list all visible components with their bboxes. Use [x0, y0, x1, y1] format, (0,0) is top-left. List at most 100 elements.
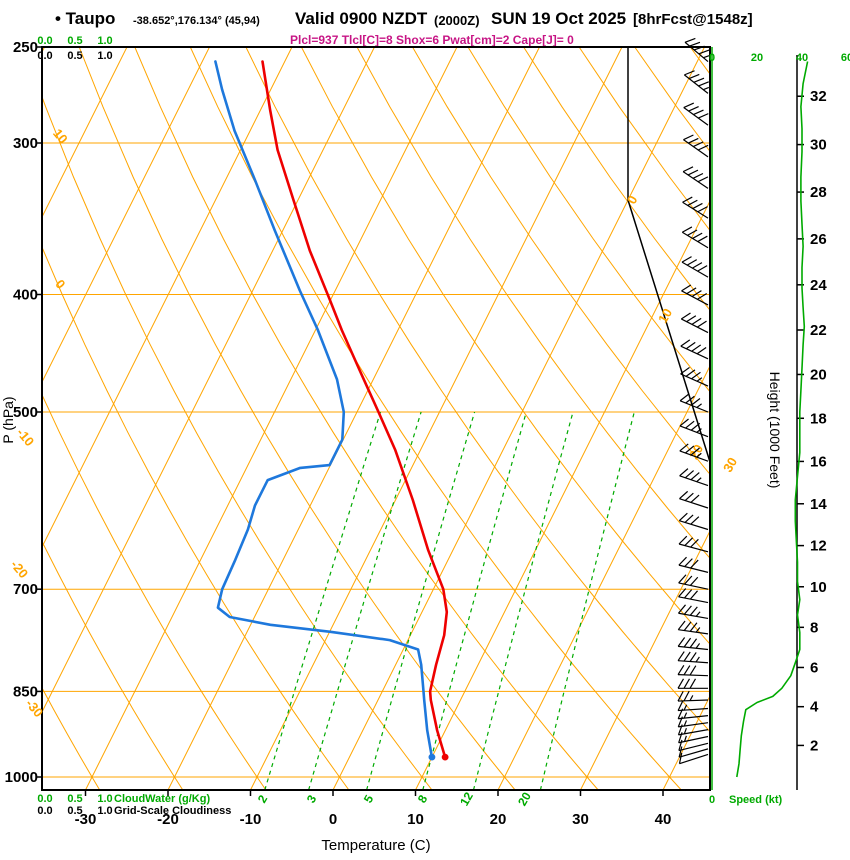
- pressure-tick-label: 250: [13, 39, 38, 56]
- mixing-ratio-label: 8: [415, 792, 431, 805]
- wind-barb: [678, 574, 709, 590]
- height-tick-label: 4: [810, 699, 819, 716]
- pressure-tick-label: 300: [13, 135, 38, 152]
- wind-barb: [677, 620, 709, 635]
- cloudwater-scale-bottom: 1.0: [97, 793, 112, 805]
- skewt-grid: [42, 47, 710, 790]
- pressure-tick-label: 500: [13, 404, 38, 421]
- height-tick-label: 8: [810, 619, 818, 636]
- wind-barb: [677, 604, 709, 620]
- dewpoint-curve: [214, 60, 434, 759]
- mixing-ratio-label: 20: [515, 789, 534, 808]
- cloudiness-scale-top: 1.0: [97, 50, 112, 62]
- cloudwater-scale-bottom: 0.5: [67, 793, 82, 805]
- temperature-tick-label: 10: [407, 811, 424, 828]
- pressure-axis: 250 300 400 500 700 850 1000 P (hPa): [0, 39, 42, 786]
- temperature-tick-label: -30: [75, 811, 97, 828]
- height-tick-label: 6: [810, 659, 818, 676]
- dry-adiabat-line: [467, 47, 710, 393]
- wind-barb: [679, 490, 709, 509]
- temperature-tick-label: 30: [572, 811, 589, 828]
- speed-tick-label: 20: [751, 52, 763, 64]
- isotherm-line: [42, 47, 293, 549]
- height-tick-label: 20: [810, 366, 827, 383]
- dry-adiabat-line: [42, 686, 101, 790]
- dry-adiabat-line: [42, 245, 350, 790]
- isotherm-line: [167, 47, 540, 790]
- dry-adiabat-line: [523, 47, 710, 312]
- speed-tick-label: 0: [709, 52, 715, 64]
- temperature-tick-label: 0: [329, 811, 337, 828]
- height-tick-label: 24: [810, 277, 827, 294]
- isotherm-line: [42, 47, 210, 384]
- wind-barb: [678, 556, 709, 573]
- dry-adiabat-line: [42, 95, 433, 790]
- cloudwater-scale-top: 1.0: [97, 35, 112, 47]
- wind-barb: [677, 708, 709, 720]
- temperature-tick-label: -10: [240, 811, 262, 828]
- speed-tick-label: 40: [796, 52, 808, 64]
- temperature-tick-label: 20: [490, 811, 507, 828]
- pressure-tick-label: 850: [13, 683, 38, 700]
- dry-adiabat-line: [78, 47, 516, 790]
- cloudiness-scale-bottom: 1.0: [97, 805, 112, 817]
- mixing-ratio-line: [366, 411, 476, 790]
- wind-barb: [677, 700, 709, 712]
- forecast-tag: [8hrFcst@1548z]: [633, 11, 753, 28]
- temperature-tick-label: -20: [157, 811, 179, 828]
- cloud-scales: 0.00.00.00.00.50.50.50.51.01.01.01.0Clou…: [37, 35, 231, 817]
- dry-adiabat-line: [245, 47, 710, 733]
- wind-barb: [678, 512, 709, 531]
- height-tick-label: 12: [810, 538, 827, 555]
- wind-barb: [679, 393, 709, 413]
- isotherm-label: 0: [624, 193, 641, 207]
- isotherm-line: [415, 199, 710, 790]
- wind-barb: [678, 732, 709, 744]
- wind-speed-curve: [736, 61, 809, 778]
- wind-barb: [679, 443, 709, 462]
- wind-barb: [682, 166, 709, 189]
- isotherm-line: [497, 364, 710, 790]
- height-tick-label: 30: [810, 137, 827, 154]
- pressure-tick-label: 700: [13, 581, 38, 598]
- wind-barb: [678, 752, 709, 765]
- wind-barb: [680, 339, 709, 360]
- dry-adiabat-line: [412, 47, 710, 476]
- speed-axis: 0 20 40 60 0 Speed (kt): [709, 47, 850, 806]
- speed-tick-label: 60: [841, 52, 850, 64]
- valid-date: SUN 19 Oct 2025: [491, 9, 627, 28]
- wind-barb: [679, 468, 709, 487]
- cloudiness-scale-top: 0.5: [67, 50, 82, 62]
- station-coords: -38.652°,176.134° (45,94): [133, 15, 260, 27]
- cloudwater-scale-top: 0.5: [67, 35, 82, 47]
- cloudiness-scale-bottom: 0.5: [67, 805, 82, 817]
- wind-barb: [678, 739, 709, 752]
- pressure-axis-title: P (hPa): [0, 396, 16, 443]
- mixing-ratio-line: [539, 411, 635, 790]
- dry-adiabat-label: -10: [14, 425, 38, 449]
- station-title: • Taupo: [55, 9, 116, 28]
- height-tick-label: 26: [810, 231, 827, 248]
- wind-barb: [680, 312, 709, 334]
- height-tick-label: 16: [810, 453, 827, 470]
- wind-barb: [683, 102, 709, 126]
- wind-barb: [680, 366, 709, 387]
- wind-barb: [683, 70, 710, 94]
- wind-barb: [678, 588, 709, 604]
- wind-barbs: [677, 37, 710, 765]
- wind-barb: [681, 256, 709, 278]
- temperature-curve: [261, 60, 449, 759]
- height-axis-title: Height (1000 Feet): [767, 372, 783, 489]
- mixing-ratio-line: [308, 411, 422, 790]
- dry-adiabat-line: [300, 47, 710, 645]
- wind-barb: [677, 678, 708, 689]
- dry-adiabat-line: [42, 393, 267, 790]
- valid-time: Valid 0900 NZDT: [295, 9, 428, 28]
- height-tick-label: 14: [810, 496, 827, 513]
- height-tick-label: 10: [810, 579, 827, 596]
- isotherm-line: [332, 47, 705, 790]
- height-tick-label: 22: [810, 322, 827, 339]
- cloudwater-label: CloudWater (g/Kg): [114, 793, 210, 805]
- isotherm-label: 20: [686, 442, 706, 462]
